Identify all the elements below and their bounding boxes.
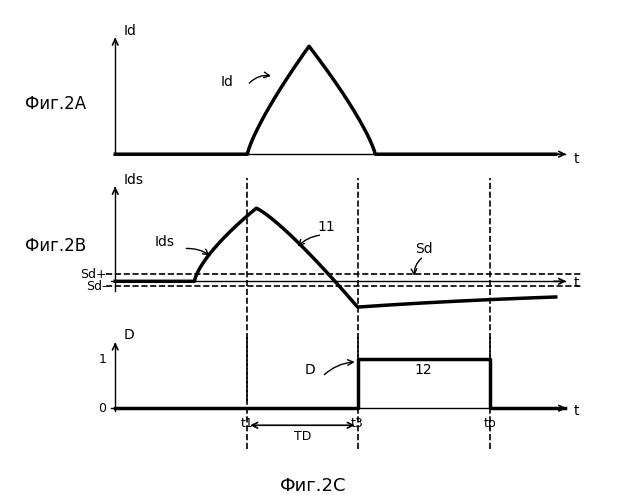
Text: Ids: Ids [155,234,175,248]
Text: t3: t3 [351,417,364,430]
Text: 11: 11 [318,220,336,234]
Text: Фиг.2B: Фиг.2B [25,237,86,255]
Text: Фиг.2C: Фиг.2C [280,477,346,495]
Text: Фиг.2A: Фиг.2A [25,95,86,113]
Text: D: D [305,362,316,376]
Text: tp: tp [483,417,496,430]
Text: Sd-: Sd- [86,280,106,293]
Text: t1: t1 [241,417,254,430]
Text: Sd+: Sd+ [80,268,106,281]
Text: D: D [124,328,135,342]
Text: Id: Id [124,24,137,38]
Text: TD: TD [294,430,311,443]
Text: 1: 1 [98,353,106,366]
Text: Ids: Ids [124,172,144,186]
Text: t: t [573,152,579,166]
Text: t: t [573,404,579,417]
Text: Sd: Sd [415,242,433,256]
Text: 12: 12 [415,362,433,376]
Text: 0: 0 [98,402,106,414]
Text: t: t [573,276,579,290]
Text: Id: Id [221,76,234,90]
